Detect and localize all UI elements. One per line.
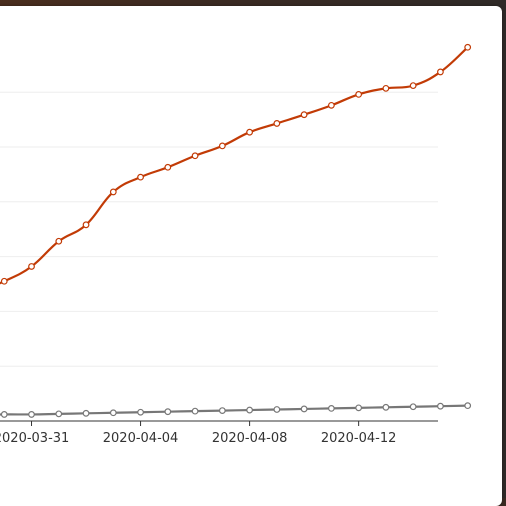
data-point[interactable] — [137, 173, 144, 181]
data-point[interactable] — [437, 68, 444, 76]
data-point[interactable] — [273, 406, 281, 413]
data-point[interactable] — [164, 408, 172, 416]
line-chart: 2020-03-31 2020-04-04 2020-04-08 2020-04-12 — [0, 43, 472, 446]
data-point[interactable] — [28, 263, 35, 270]
x-axis-ticks: 2020-03-31 2020-04-04 2020-04-08 2020-04-12 — [0, 421, 396, 446]
data-point[interactable] — [0, 277, 8, 285]
data-point[interactable] — [300, 405, 308, 413]
data-point[interactable] — [55, 237, 63, 245]
series-0 — [0, 43, 472, 285]
data-point[interactable] — [437, 402, 444, 410]
data-point[interactable] — [273, 120, 281, 127]
data-point[interactable] — [355, 404, 363, 412]
series-1 — [0, 402, 472, 418]
chart-card: 2020-03-31 2020-04-04 2020-04-08 2020-04-12 — [0, 6, 502, 506]
data-point[interactable] — [218, 142, 226, 150]
data-point[interactable] — [409, 403, 417, 411]
x-tick-label: 2020-04-04 — [103, 431, 179, 446]
data-point[interactable] — [327, 101, 335, 109]
series-line — [0, 46, 469, 285]
x-tick-label: 2020-04-12 — [321, 431, 397, 446]
data-point[interactable] — [382, 84, 390, 92]
data-point[interactable] — [137, 408, 144, 416]
data-point[interactable] — [246, 128, 254, 136]
x-tick-label: 2020-04-08 — [212, 431, 288, 446]
data-point[interactable] — [82, 221, 90, 229]
data-point[interactable] — [409, 82, 417, 90]
data-point[interactable] — [82, 409, 90, 417]
data-point[interactable] — [55, 410, 63, 418]
data-point[interactable] — [464, 402, 472, 410]
series-layer — [0, 43, 472, 418]
data-point[interactable] — [28, 411, 35, 418]
data-point[interactable] — [327, 404, 335, 412]
data-point[interactable] — [164, 163, 172, 171]
data-point[interactable] — [300, 111, 308, 119]
data-point[interactable] — [382, 403, 390, 411]
data-point[interactable] — [109, 409, 117, 417]
grid-lines — [0, 91, 438, 367]
x-tick-label: 2020-03-31 — [0, 431, 69, 446]
data-point[interactable] — [355, 90, 363, 98]
data-point[interactable] — [0, 411, 8, 418]
data-point[interactable] — [191, 152, 199, 160]
data-point[interactable] — [109, 188, 117, 196]
data-point[interactable] — [218, 407, 226, 414]
series-line — [0, 404, 468, 416]
data-point[interactable] — [191, 407, 199, 415]
data-point[interactable] — [246, 406, 254, 414]
data-point[interactable] — [464, 43, 472, 51]
